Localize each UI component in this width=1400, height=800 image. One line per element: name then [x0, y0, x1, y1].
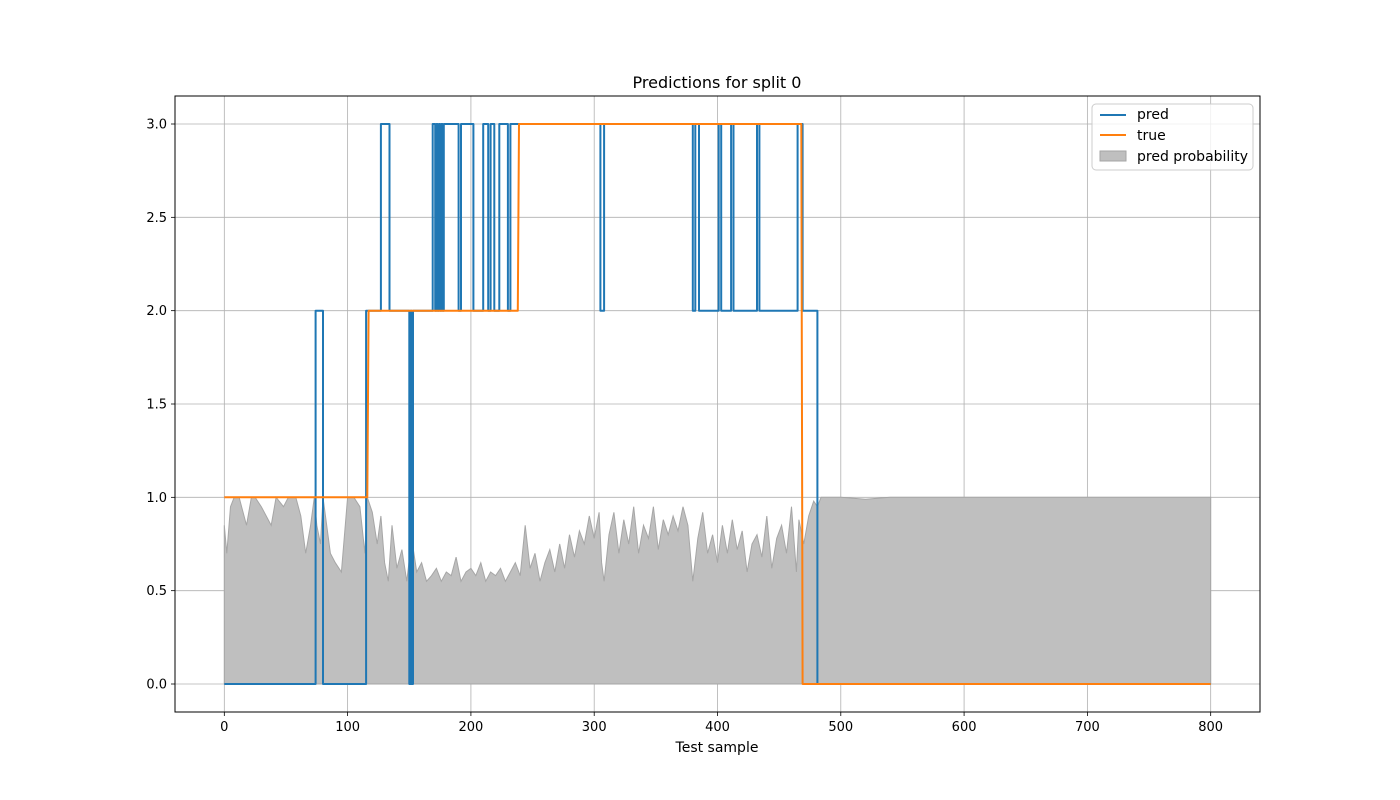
y-tick-label: 3.0 [146, 118, 167, 133]
tick-layer: 0 100 200 300 400 500 600 700 800 0.0 0.5 1.0 1.5 2.0… [146, 118, 1223, 736]
true-series-line [224, 123, 1211, 685]
y-tick-label: 1.0 [146, 491, 167, 506]
x-tick-label: 500 [828, 720, 853, 735]
legend: pred true pred probability [1091, 103, 1254, 171]
legend-pred-label: pred [1137, 107, 1169, 123]
x-tick-label: 700 [1075, 720, 1100, 735]
y-tick-label: 2.5 [146, 211, 167, 226]
legend-probability-label: pred probability [1137, 149, 1248, 165]
x-tick-label: 400 [705, 720, 730, 735]
y-tick-label: 0.0 [146, 678, 167, 693]
x-tick-label: 0 [220, 720, 228, 735]
legend-box [1091, 103, 1254, 171]
y-tick-label: 1.5 [146, 398, 167, 413]
legend-true-label: true [1137, 128, 1166, 144]
x-tick-label: 800 [1198, 720, 1223, 735]
x-axis-label: Test sample [675, 740, 759, 756]
x-tick-label: 600 [952, 720, 977, 735]
y-tick-label: 2.0 [146, 304, 167, 319]
legend-probability-swatch [1099, 150, 1127, 162]
probability-area-layer [223, 496, 1212, 685]
x-tick-label: 200 [458, 720, 483, 735]
x-tick-label: 300 [582, 720, 607, 735]
x-tick-label: 100 [335, 720, 360, 735]
series-line-layer [224, 123, 1211, 685]
pred-probability-area [223, 496, 1212, 685]
chart-title: Predictions for split 0 [633, 73, 802, 92]
y-tick-label: 0.5 [146, 584, 167, 599]
